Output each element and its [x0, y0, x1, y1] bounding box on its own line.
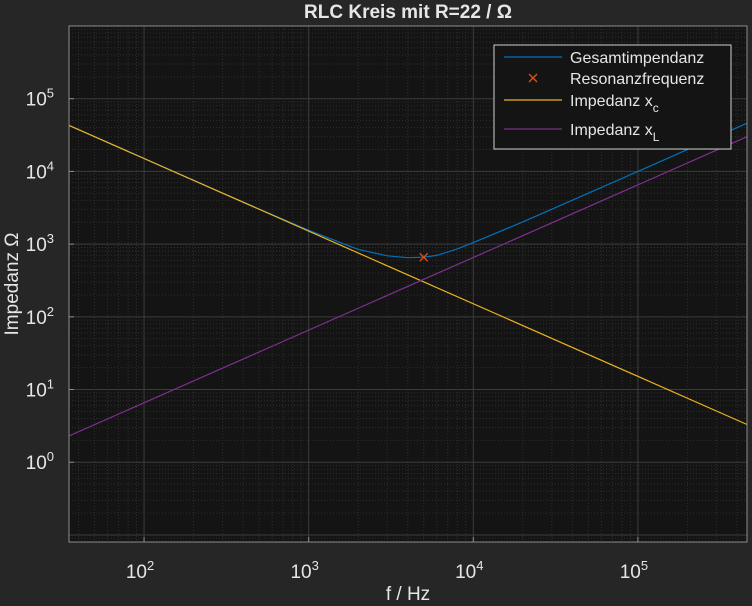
series-impedanz-x-l [68, 136, 748, 437]
x-tick-label: 103 [290, 558, 318, 583]
legend: Gesamtimpendanz Resonanzfrequenz Impedanz … [493, 44, 732, 150]
legend-swatch [528, 73, 538, 83]
legend-entry: Impedanz xc [504, 93, 659, 115]
x-tick-label: 104 [455, 558, 483, 583]
series-layer [68, 122, 748, 437]
y-axis-label: Impedanz Ω [2, 233, 23, 336]
tick-labels: 102 103 104 105 100 101 102 103 104 105 [26, 86, 648, 583]
marker-stroke [419, 252, 429, 262]
x-tick-label: 102 [126, 558, 154, 583]
legend-entry: Resonanzfrequenz [528, 71, 704, 88]
legend-box [493, 44, 732, 150]
legend-entry: Gesamtimpendanz [504, 50, 704, 67]
series-impedanz-x-c [68, 124, 748, 426]
legend-label: Impedanz xL [570, 122, 660, 144]
x-tick-label: 105 [620, 558, 648, 583]
y-tick-label: 100 [26, 449, 54, 474]
plot-frame [68, 25, 748, 543]
y-tick-label: 102 [26, 304, 54, 329]
y-tick-label: 105 [26, 86, 54, 111]
y-tick-label: 101 [26, 377, 54, 402]
legend-entry: Impedanz xL [504, 122, 660, 144]
series-line-impedanz-x-l [68, 136, 748, 437]
grid [69, 25, 747, 543]
resonance-marker [419, 252, 429, 262]
y-tick-label: 103 [26, 231, 54, 256]
series-line-impedanz-x-c [68, 124, 748, 426]
y-tick-label: 104 [26, 158, 54, 183]
x-axis-label: f / Hz [386, 584, 430, 605]
chart-title: RLC Kreis mit R=22 / Ω [304, 2, 512, 23]
legend-label: Resonanzfrequenz [570, 71, 704, 88]
legend-label: Impedanz xc [570, 93, 659, 115]
legend-label: Gesamtimpendanz [570, 50, 704, 67]
